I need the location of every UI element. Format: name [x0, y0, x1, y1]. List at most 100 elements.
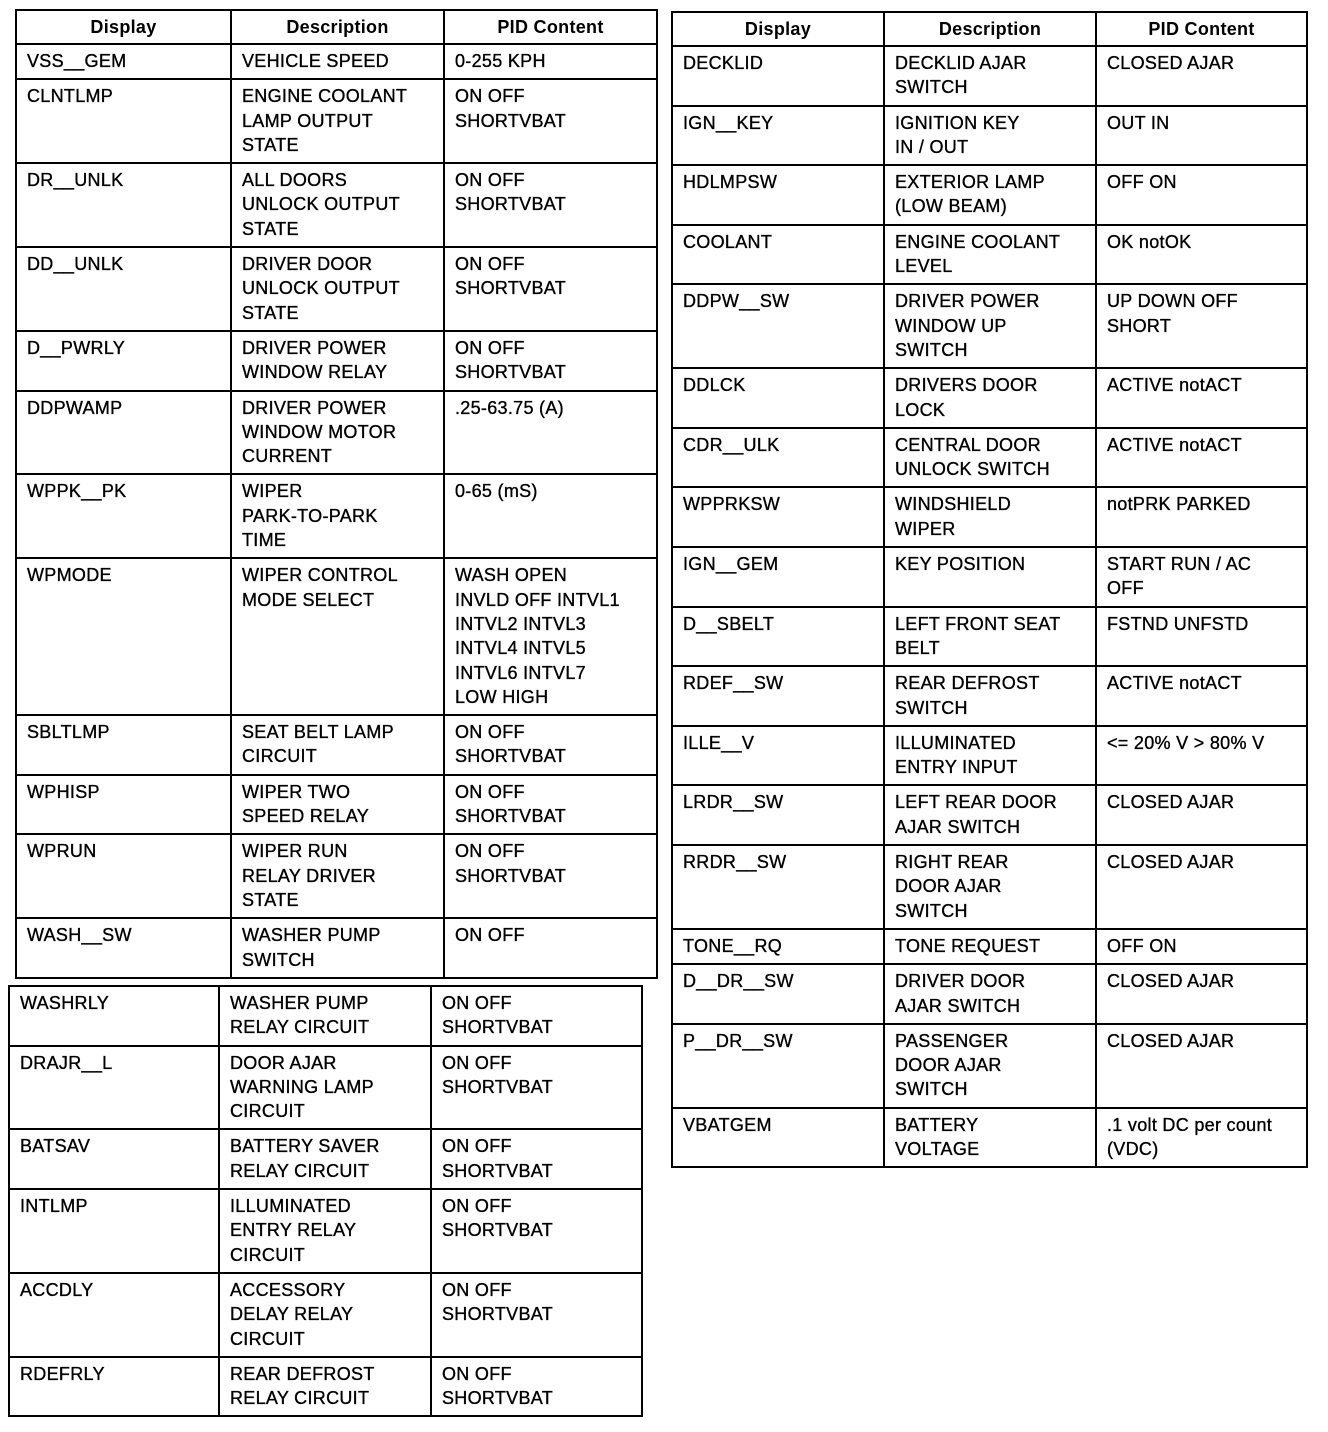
cell-pid-content: 0-255 KPH [443, 42, 658, 81]
cell-description: WIPER CONTROL MODE SELECT [230, 557, 445, 717]
cell-display: VSS__GEM [15, 42, 232, 81]
cell-pid-content: notPRK PARKED [1095, 486, 1308, 549]
cell-description: ALL DOORS UNLOCK OUTPUT STATE [230, 162, 445, 249]
table-row: IGN__GEM KEY POSITION START RUN / AC OFF [671, 546, 1308, 608]
cell-display: IGN__GEM [671, 546, 885, 608]
table-row: ACCDLY ACCESSORY DELAY RELAY CIRCUIT ON OF… [8, 1271, 643, 1358]
cell-pid-content: CLOSED AJAR [1095, 45, 1308, 107]
cell-pid-content: OFF ON [1095, 164, 1308, 226]
cell-pid-content: ON OFF SHORTVBAT [430, 985, 643, 1047]
cell-display: DD__UNLK [15, 246, 232, 332]
cell-pid-content: ACTIVE notACT [1095, 367, 1308, 429]
cell-description: ILLUMINATED ENTRY RELAY CIRCUIT [218, 1188, 432, 1274]
cell-description: WIPER RUN RELAY DRIVER STATE [230, 833, 445, 920]
table-row: CLNTLMP ENGINE COOLANT LAMP OUTPUT STATE O… [15, 78, 658, 165]
cell-display: TONE__RQ [671, 927, 885, 966]
cell-description: ENGINE COOLANT LAMP OUTPUT STATE [230, 78, 445, 165]
cell-description: WASHER PUMP SWITCH [230, 917, 445, 979]
cell-display: WPRUN [15, 833, 232, 920]
table-row: TONE__RQ TONE REQUEST OFF ON [671, 927, 1308, 966]
cell-display: IGN__KEY [671, 104, 885, 167]
pid-table-left-continued: WASHRLY WASHER PUMP RELAY CIRCUIT ON OFF S… [8, 985, 643, 1418]
table-row: D__PWRLY DRIVER POWER WINDOW RELAY ON OFF … [15, 329, 658, 392]
cell-pid-content: ON OFF SHORTVBAT [443, 773, 658, 836]
cell-pid-content: CLOSED AJAR [1095, 1022, 1308, 1109]
table-row: ILLE__V ILLUMINATED ENTRY INPUT <= 20% V >… [671, 724, 1308, 787]
header-display: Display [671, 11, 885, 47]
cell-display: BATSAV [8, 1128, 220, 1191]
cell-display: WPMODE [15, 557, 232, 717]
cell-pid-content: ON OFF [443, 917, 658, 979]
table-row: WASH__SW WASHER PUMP SWITCH ON OFF [15, 917, 658, 979]
header-pid-content: PID Content [1095, 11, 1308, 47]
cell-pid-content: WASH OPEN INVLD OFF INTVL1 INTVL2 INTVL3… [443, 557, 658, 717]
cell-pid-content: OK notOK [1095, 223, 1308, 286]
cell-pid-content: ON OFF SHORTVBAT [430, 1271, 643, 1358]
table-row: WASHRLY WASHER PUMP RELAY CIRCUIT ON OFF S… [8, 985, 643, 1047]
cell-pid-content: ON OFF SHORTVBAT [443, 246, 658, 332]
cell-pid-content: .25-63.75 (A) [443, 389, 658, 476]
table-row: P__DR__SW PASSENGER DOOR AJAR SWITCH CLOSE… [671, 1022, 1308, 1109]
cell-display: WASHRLY [8, 985, 220, 1047]
cell-pid-content: CLOSED AJAR [1095, 844, 1308, 930]
table-row: COOLANT ENGINE COOLANT LEVEL OK notOK [671, 223, 1308, 286]
cell-pid-content: ON OFF SHORTVBAT [430, 1355, 643, 1418]
header-row: Display Description PID Content [15, 9, 658, 45]
cell-pid-content: OUT IN [1095, 104, 1308, 167]
header-display: Display [15, 9, 232, 45]
cell-description: BATTERY SAVER RELAY CIRCUIT [218, 1128, 432, 1191]
cell-description: ENGINE COOLANT LEVEL [883, 223, 1097, 286]
table-row: RRDR__SW RIGHT REAR DOOR AJAR SWITCH CLOSE… [671, 844, 1308, 930]
cell-display: DDPW__SW [671, 283, 885, 370]
cell-display: DDPWAMP [15, 389, 232, 476]
cell-pid-content: ON OFF SHORTVBAT [443, 162, 658, 249]
cell-display: HDLMPSW [671, 164, 885, 226]
cell-description: DRIVER POWER WINDOW MOTOR CURRENT [230, 389, 445, 476]
header-description: Description [883, 11, 1097, 47]
cell-display: DECKLID [671, 45, 885, 107]
cell-description: DOOR AJAR WARNING LAMP CIRCUIT [218, 1044, 432, 1131]
pid-table-right: Display Description PID Content DECKLID D… [671, 11, 1308, 1169]
cell-pid-content: 0-65 (mS) [443, 473, 658, 560]
cell-description: VEHICLE SPEED [230, 42, 445, 81]
cell-display: ILLE__V [671, 724, 885, 787]
cell-description: ILLUMINATED ENTRY INPUT [883, 724, 1097, 787]
cell-display: DRAJR__L [8, 1044, 220, 1131]
cell-description: LEFT REAR DOOR AJAR SWITCH [883, 784, 1097, 847]
cell-description: WASHER PUMP RELAY CIRCUIT [218, 985, 432, 1047]
cell-pid-content: CLOSED AJAR [1095, 784, 1308, 847]
cell-pid-content: ON OFF SHORTVBAT [443, 78, 658, 165]
cell-display: D__SBELT [671, 605, 885, 668]
header-row: Display Description PID Content [671, 11, 1308, 47]
cell-display: RDEF__SW [671, 665, 885, 727]
cell-display: WPPK__PK [15, 473, 232, 560]
table-row: DDPWAMP DRIVER POWER WINDOW MOTOR CURRENT… [15, 389, 658, 476]
cell-display: D__PWRLY [15, 329, 232, 392]
table-row: WPMODE WIPER CONTROL MODE SELECT WASH OPEN… [15, 557, 658, 717]
cell-description: LEFT FRONT SEAT BELT [883, 605, 1097, 668]
cell-description: TONE REQUEST [883, 927, 1097, 966]
cell-pid-content: START RUN / AC OFF [1095, 546, 1308, 608]
table-row: DR__UNLK ALL DOORS UNLOCK OUTPUT STATE ON … [15, 162, 658, 249]
cell-display: RRDR__SW [671, 844, 885, 930]
cell-display: COOLANT [671, 223, 885, 286]
cell-description: DRIVER DOOR UNLOCK OUTPUT STATE [230, 246, 445, 332]
cell-pid-content: <= 20% V > 80% V [1095, 724, 1308, 787]
table-row: D__SBELT LEFT FRONT SEAT BELT FSTND UNFSTD [671, 605, 1308, 668]
cell-description: ACCESSORY DELAY RELAY CIRCUIT [218, 1271, 432, 1358]
cell-display: RDEFRLY [8, 1355, 220, 1418]
pid-table-left: Display Description PID Content VSS__GEM… [15, 9, 658, 979]
table-row: WPHISP WIPER TWO SPEED RELAY ON OFF SHORTV… [15, 773, 658, 836]
cell-description: REAR DEFROST RELAY CIRCUIT [218, 1355, 432, 1418]
cell-description: KEY POSITION [883, 546, 1097, 608]
cell-display: SBLTLMP [15, 714, 232, 776]
table-row: WPRUN WIPER RUN RELAY DRIVER STATE ON OFF … [15, 833, 658, 920]
cell-display: CDR__ULK [671, 426, 885, 489]
cell-description: DECKLID AJAR SWITCH [883, 45, 1097, 107]
table-row: DDPW__SW DRIVER POWER WINDOW UP SWITCH UP … [671, 283, 1308, 370]
cell-pid-content: UP DOWN OFF SHORT [1095, 283, 1308, 370]
cell-display: INTLMP [8, 1188, 220, 1274]
cell-pid-content: ACTIVE notACT [1095, 426, 1308, 489]
table-row: DDLCK DRIVERS DOOR LOCK ACTIVE notACT [671, 367, 1308, 429]
table-row: DRAJR__L DOOR AJAR WARNING LAMP CIRCUIT ON… [8, 1044, 643, 1131]
